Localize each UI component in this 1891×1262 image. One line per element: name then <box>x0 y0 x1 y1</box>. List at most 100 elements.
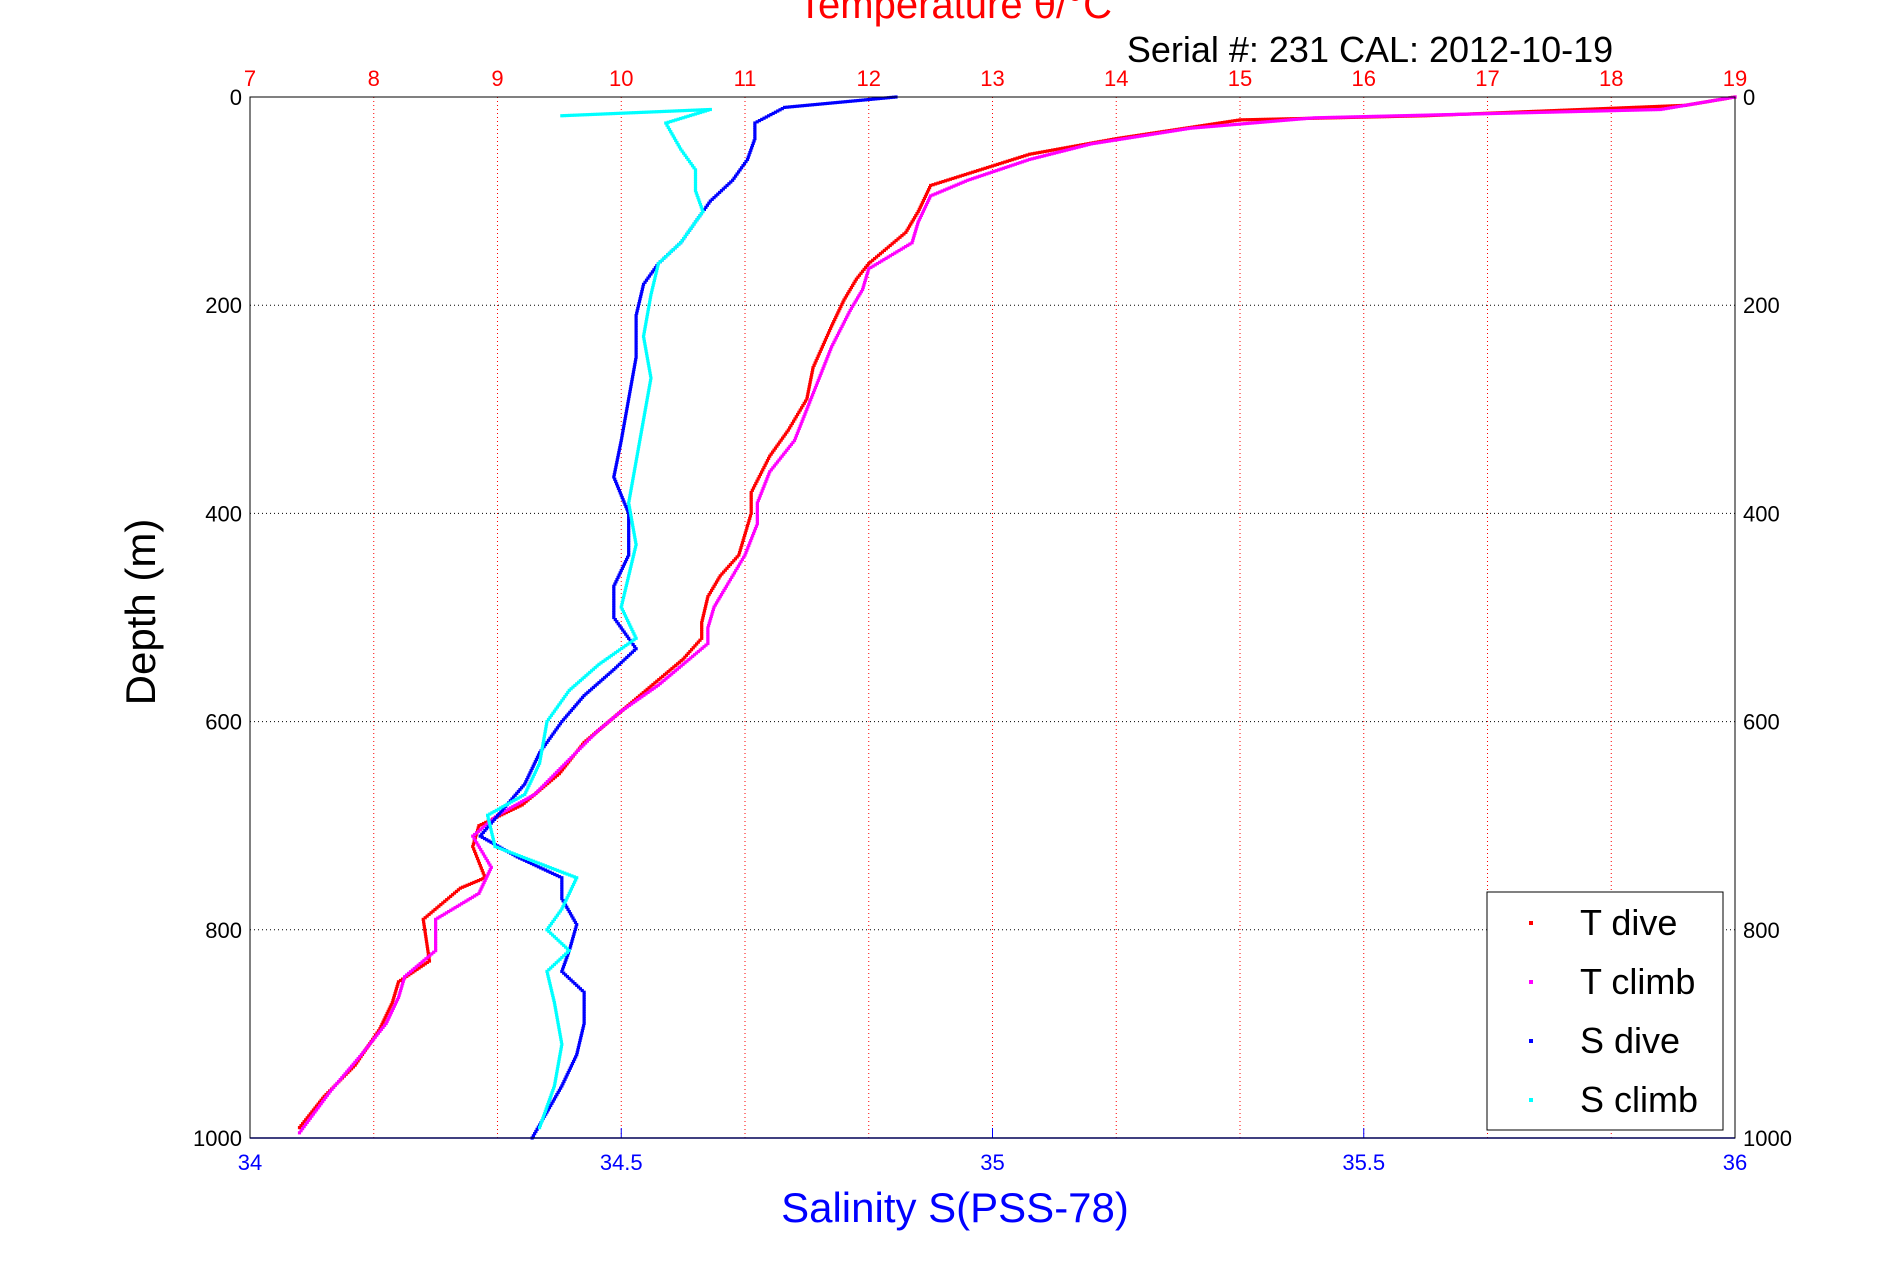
data-point <box>1271 117 1276 121</box>
data-point <box>637 299 642 303</box>
data-point <box>627 524 631 528</box>
data-point <box>1677 104 1681 109</box>
data-point <box>863 278 867 282</box>
data-point <box>615 664 620 668</box>
data-point <box>668 673 672 678</box>
data-point <box>624 586 628 590</box>
data-point <box>810 103 815 107</box>
data-point <box>1008 164 1013 168</box>
data-point <box>433 907 437 912</box>
data-point <box>556 1062 560 1066</box>
data-point <box>695 642 699 646</box>
data-point <box>674 118 678 122</box>
data-point <box>569 687 573 691</box>
data-point <box>1256 117 1260 122</box>
data-point <box>1008 158 1012 163</box>
data-point <box>1166 130 1170 134</box>
data-point <box>389 1011 393 1015</box>
data-point <box>894 238 898 243</box>
data-point <box>1723 97 1727 101</box>
data-point <box>632 632 636 636</box>
data-point <box>627 514 631 518</box>
data-point <box>1589 109 1593 113</box>
data-point <box>513 793 517 797</box>
data-point <box>566 907 570 912</box>
data-point <box>706 630 710 634</box>
data-point <box>768 470 772 474</box>
data-point <box>702 611 706 615</box>
data-point <box>314 1108 319 1112</box>
data-point <box>599 679 603 683</box>
data-point <box>1622 108 1627 112</box>
data-point <box>693 220 698 224</box>
data-point <box>422 922 426 926</box>
data-point <box>546 1102 550 1107</box>
data-point <box>1629 105 1634 110</box>
temperature-tick-label: 17 <box>1475 66 1499 91</box>
data-point <box>561 899 565 903</box>
data-point <box>808 400 812 404</box>
data-point <box>580 1031 584 1035</box>
data-point <box>442 912 446 916</box>
data-point <box>424 937 428 941</box>
data-point <box>1269 117 1273 121</box>
data-point <box>616 455 620 460</box>
data-point <box>626 576 630 580</box>
data-point <box>434 946 438 950</box>
data-point <box>531 764 535 768</box>
data-point <box>586 690 590 694</box>
data-point <box>627 636 631 640</box>
data-point <box>700 627 704 631</box>
data-point <box>706 637 710 641</box>
data-point <box>1264 117 1268 121</box>
data-point <box>638 297 642 301</box>
data-point <box>914 214 918 218</box>
data-point <box>1483 112 1487 116</box>
data-point <box>560 870 564 874</box>
data-point <box>631 555 635 559</box>
data-point <box>449 908 453 912</box>
data-point <box>648 295 653 299</box>
data-point <box>619 493 623 497</box>
data-point <box>555 726 559 730</box>
data-point <box>693 175 698 179</box>
data-point <box>311 1108 316 1112</box>
data-point <box>1431 113 1435 117</box>
data-point <box>651 283 655 287</box>
data-point <box>759 491 763 495</box>
data-point <box>577 699 581 703</box>
data-point <box>1687 103 1691 107</box>
data-point <box>1240 118 1245 122</box>
data-point <box>877 260 882 264</box>
data-point <box>1426 113 1430 117</box>
data-point <box>669 130 673 134</box>
data-point <box>617 451 621 455</box>
data-point <box>1472 112 1477 116</box>
data-point <box>367 1043 371 1047</box>
data-point <box>1219 124 1224 128</box>
data-point <box>485 838 489 842</box>
data-point <box>828 350 832 354</box>
data-point <box>484 820 488 825</box>
data-point <box>552 998 556 1002</box>
data-point <box>700 618 704 622</box>
data-point <box>849 285 854 290</box>
data-point <box>588 670 592 675</box>
data-point <box>481 871 485 875</box>
data-point <box>719 189 724 193</box>
data-point <box>1516 111 1521 115</box>
data-point <box>619 441 623 445</box>
data-point <box>393 991 397 996</box>
data-point <box>895 250 899 254</box>
data-point <box>434 924 438 929</box>
data-point <box>622 421 626 425</box>
data-point <box>563 945 568 949</box>
data-point <box>1191 126 1195 130</box>
data-point <box>1387 114 1391 118</box>
data-point <box>799 422 803 426</box>
data-point <box>634 459 638 463</box>
data-point <box>717 576 721 580</box>
data-point <box>1246 118 1250 122</box>
data-point <box>392 996 396 1000</box>
data-point <box>645 356 650 361</box>
